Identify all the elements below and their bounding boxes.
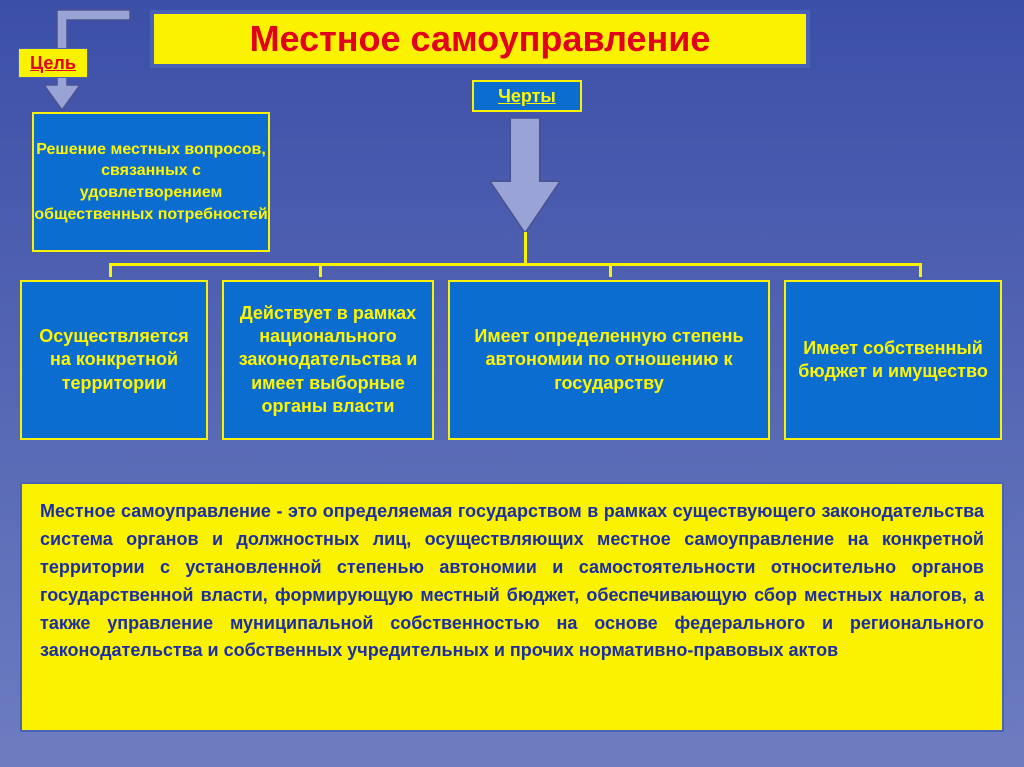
title-text: Местное самоуправление [250, 18, 711, 60]
connector-drop [319, 263, 322, 277]
definition-box: Местное самоуправление - это определяема… [20, 482, 1004, 732]
definition-text: Местное самоуправление - это определяема… [40, 501, 984, 660]
feature-box: Действует в рамках национального законод… [222, 280, 434, 440]
goal-label-text: Цель [30, 53, 76, 74]
connector-drop [109, 263, 112, 277]
connector-stem [524, 232, 527, 263]
traits-label-text: Черты [498, 86, 556, 107]
feature-text: Имеет определенную степень автономии по … [456, 325, 762, 395]
traits-label: Черты [472, 80, 582, 112]
feature-box: Осуществляется на конкретной территории [20, 280, 208, 440]
feature-text: Действует в рамках национального законод… [230, 302, 426, 419]
title-box: Местное самоуправление [150, 10, 810, 68]
connector-drop [609, 263, 612, 277]
feature-box: Имеет собственный бюджет и имущество [784, 280, 1002, 440]
feature-box: Имеет определенную степень автономии по … [448, 280, 770, 440]
goal-box-text: Решение местных вопросов, связанных с уд… [34, 139, 268, 225]
goal-box: Решение местных вопросов, связанных с уд… [32, 112, 270, 252]
connector-drop [919, 263, 922, 277]
feature-text: Осуществляется на конкретной территории [28, 325, 200, 395]
traits-arrow-icon [490, 118, 560, 233]
traits-arrow-path [490, 118, 560, 233]
connector-hbar [110, 263, 920, 266]
feature-text: Имеет собственный бюджет и имущество [792, 337, 994, 384]
goal-label: Цель [18, 48, 88, 78]
